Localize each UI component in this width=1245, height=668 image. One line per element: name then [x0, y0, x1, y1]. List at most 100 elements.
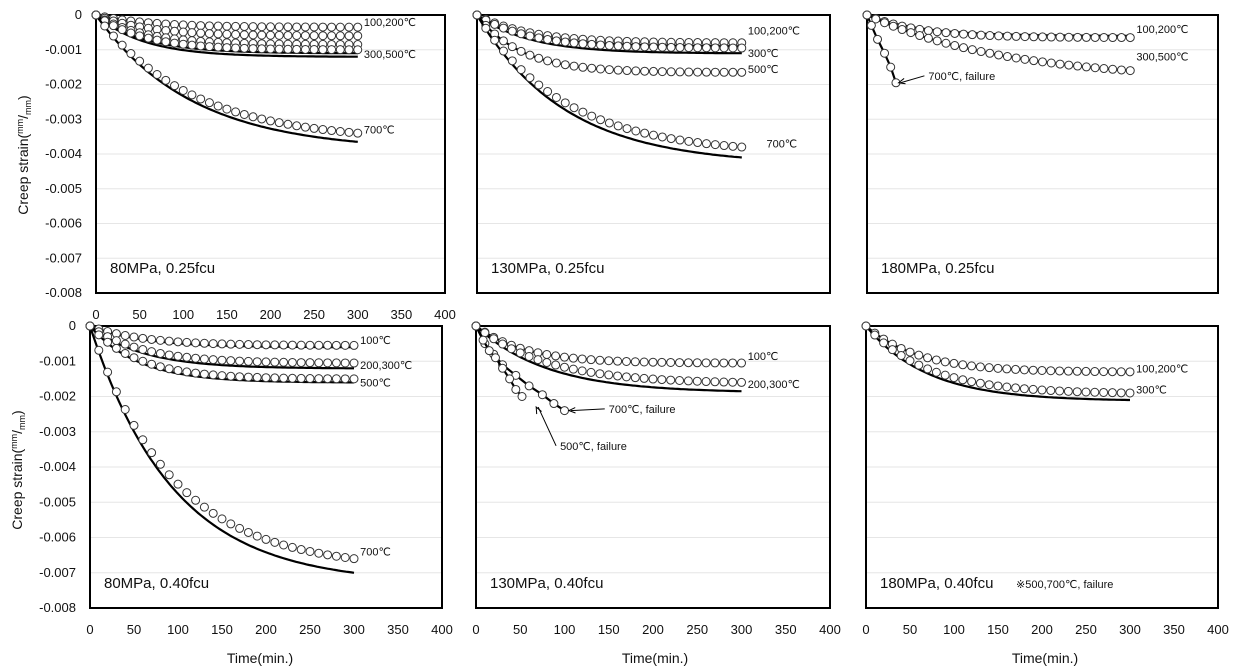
data-point [156, 349, 164, 357]
data-point [227, 357, 235, 365]
data-point [632, 67, 640, 75]
y-tick-label: -0.004 [45, 146, 82, 161]
series-annotation: 300,500℃ [364, 49, 416, 61]
chart-panel: 0 50 100 150 200 250 300 350 400100,200℃300℃180M… [862, 322, 1229, 637]
data-point [897, 352, 905, 360]
data-point [578, 355, 586, 363]
data-point [570, 39, 578, 47]
data-point [218, 340, 226, 348]
data-point [174, 366, 182, 374]
panel-note: ※500,700℃, failure [1016, 579, 1113, 591]
chart-panel: 0 50 100 150 200 250 300 350 400100℃200,300℃700℃… [472, 322, 841, 637]
data-point [354, 46, 362, 54]
annotation-arrow [901, 76, 925, 83]
data-point [297, 359, 305, 367]
data-point [596, 370, 604, 378]
data-point [649, 375, 657, 383]
data-point [148, 348, 156, 356]
data-point [249, 45, 257, 53]
data-point [640, 374, 648, 382]
data-point [658, 376, 666, 384]
data-point [1091, 368, 1099, 376]
data-point [1056, 60, 1064, 68]
data-point [139, 357, 147, 365]
data-point [694, 44, 702, 52]
data-point [658, 133, 666, 141]
data-point [214, 43, 222, 51]
data-point [507, 345, 515, 353]
data-point [236, 357, 244, 365]
data-point [650, 43, 658, 51]
data-point [197, 22, 205, 30]
data-point [293, 32, 301, 40]
data-point [350, 359, 358, 367]
data-point [319, 46, 327, 54]
data-point [174, 352, 182, 360]
data-point [693, 359, 701, 367]
data-point [171, 27, 179, 35]
data-point [535, 34, 543, 42]
data-point [121, 340, 129, 348]
data-point [244, 357, 252, 365]
data-point [544, 57, 552, 65]
data-point [271, 538, 279, 546]
data-point [1117, 389, 1125, 397]
data-point [1012, 365, 1020, 373]
data-point [205, 22, 213, 30]
data-point [614, 66, 622, 74]
data-point [976, 379, 984, 387]
data-point [293, 122, 301, 130]
data-point [214, 102, 222, 110]
series-annotation: 500℃ [748, 64, 779, 76]
data-point [328, 32, 336, 40]
y-tick-label: -0.008 [45, 285, 82, 300]
data-point [293, 45, 301, 53]
data-point [711, 68, 719, 76]
data-point [508, 27, 516, 35]
data-point [570, 104, 578, 112]
x-tick-label: 50 [127, 622, 141, 637]
data-point [200, 339, 208, 347]
series [862, 322, 1134, 376]
data-point [345, 128, 353, 136]
x-tick-label: 400 [434, 307, 456, 322]
data-point [676, 68, 684, 76]
data-point [693, 377, 701, 385]
data-point [632, 43, 640, 51]
data-point [942, 39, 950, 47]
data-point [587, 356, 595, 364]
data-point [227, 372, 235, 380]
data-point [1038, 386, 1046, 394]
data-point [1065, 33, 1073, 41]
data-point [702, 68, 710, 76]
x-tick-label: 100 [167, 622, 189, 637]
data-point [587, 368, 595, 376]
data-point [267, 45, 275, 53]
data-point [579, 63, 587, 71]
x-tick-label: 400 [1207, 622, 1229, 637]
data-point [550, 400, 558, 408]
data-point [977, 31, 985, 39]
data-point [597, 116, 605, 124]
data-point [258, 23, 266, 31]
data-point [561, 61, 569, 69]
data-point [1038, 366, 1046, 374]
ylabel-num: mm [9, 434, 19, 449]
data-point [179, 40, 187, 48]
data-point [258, 31, 266, 39]
data-point [711, 378, 719, 386]
data-point [994, 382, 1002, 390]
data-point [1047, 33, 1055, 41]
data-point [906, 348, 914, 356]
data-point [968, 46, 976, 54]
data-point [491, 354, 499, 362]
data-point [1056, 367, 1064, 375]
data-point [319, 23, 327, 31]
data-point [561, 353, 569, 361]
data-point [267, 23, 275, 31]
data-point [538, 391, 546, 399]
data-point [1056, 387, 1064, 395]
series [863, 11, 1134, 75]
annotation-arrow [538, 407, 556, 446]
data-point [959, 361, 967, 369]
